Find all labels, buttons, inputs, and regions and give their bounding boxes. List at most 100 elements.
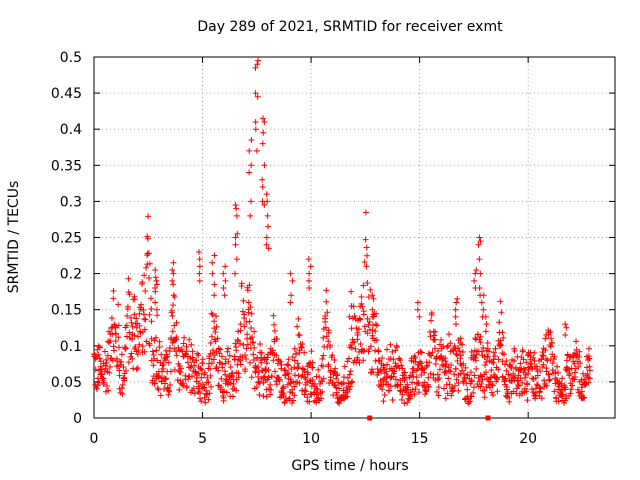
- data-point: [104, 352, 111, 359]
- data-point: [325, 327, 332, 334]
- data-point: [107, 363, 114, 370]
- data-point: [477, 333, 484, 340]
- data-point: [546, 371, 553, 378]
- data-point: [362, 209, 369, 216]
- data-point: [448, 362, 455, 369]
- data-point: [260, 393, 267, 400]
- data-point: [464, 386, 471, 393]
- data-point: [404, 384, 411, 391]
- data-point: [313, 373, 320, 380]
- data-point: [477, 339, 484, 346]
- data-point: [261, 202, 268, 209]
- data-point: [232, 202, 239, 209]
- data-point: [365, 293, 372, 300]
- data-point: [263, 393, 270, 400]
- data-point: [196, 263, 203, 270]
- data-point: [188, 363, 195, 370]
- data-point: [211, 325, 218, 332]
- data-point: [452, 345, 459, 352]
- data-point: [506, 398, 513, 405]
- data-point: [102, 362, 109, 369]
- data-point: [494, 388, 501, 395]
- data-point: [131, 311, 138, 318]
- data-point: [161, 357, 168, 364]
- data-point: [391, 368, 398, 375]
- data-point: [219, 353, 226, 360]
- data-point: [480, 344, 487, 351]
- data-point: [306, 270, 313, 277]
- data-point: [348, 379, 355, 386]
- data-point: [409, 386, 416, 393]
- data-point: [162, 376, 169, 383]
- data-point: [468, 348, 475, 355]
- data-point: [313, 391, 320, 398]
- data-point: [483, 321, 490, 328]
- data-point: [233, 205, 240, 212]
- data-point: [475, 241, 482, 248]
- data-point: [417, 348, 424, 355]
- data-point: [353, 325, 360, 332]
- data-point: [152, 274, 159, 281]
- data-point: [211, 281, 218, 288]
- data-point: [140, 307, 147, 314]
- data-point: [173, 319, 180, 326]
- data-point: [103, 356, 110, 363]
- data-point: [187, 364, 194, 371]
- data-point: [124, 303, 131, 310]
- baseline-markers: [367, 415, 491, 421]
- y-tick-label: 0.15: [51, 303, 82, 319]
- data-point: [112, 338, 119, 345]
- data-point: [586, 367, 593, 374]
- data-point: [304, 379, 311, 386]
- data-point: [384, 361, 391, 368]
- data-point: [276, 377, 283, 384]
- data-point: [158, 368, 165, 375]
- data-point: [215, 367, 222, 374]
- data-point: [205, 396, 212, 403]
- data-point: [182, 372, 189, 379]
- data-point: [122, 345, 129, 352]
- data-point: [548, 335, 555, 342]
- data-point: [301, 387, 308, 394]
- data-point: [470, 384, 477, 391]
- data-point: [453, 299, 460, 306]
- data-point: [165, 387, 172, 394]
- data-point: [542, 335, 549, 342]
- data-point: [320, 334, 327, 341]
- data-point: [323, 333, 330, 340]
- data-point: [306, 285, 313, 292]
- data-point: [543, 382, 550, 389]
- data-point: [500, 334, 507, 341]
- data-point: [280, 383, 287, 390]
- data-point: [213, 313, 220, 320]
- data-point: [133, 315, 140, 322]
- data-point: [246, 282, 253, 289]
- data-point: [139, 279, 146, 286]
- data-point: [146, 274, 152, 281]
- data-point: [92, 366, 99, 373]
- data-point: [152, 288, 159, 295]
- data-point: [558, 380, 565, 387]
- data-point: [346, 371, 353, 378]
- data-point: [112, 330, 119, 337]
- data-point: [568, 386, 575, 393]
- data-point: [477, 270, 484, 277]
- data-point: [566, 370, 573, 377]
- data-point: [185, 376, 192, 383]
- data-point: [261, 118, 268, 125]
- data-point: [320, 352, 327, 359]
- data-point: [287, 299, 294, 306]
- data-point: [438, 336, 445, 343]
- data-point: [455, 344, 462, 351]
- data-point: [142, 287, 149, 294]
- data-point: [464, 372, 471, 379]
- data-point: [275, 374, 282, 381]
- data-point: [443, 360, 450, 367]
- data-point: [244, 341, 251, 348]
- data-point: [348, 303, 355, 310]
- data-point: [468, 378, 475, 385]
- data-point: [455, 380, 462, 387]
- x-tick-label: 20: [519, 431, 537, 447]
- data-point: [265, 245, 272, 252]
- data-point: [547, 343, 554, 350]
